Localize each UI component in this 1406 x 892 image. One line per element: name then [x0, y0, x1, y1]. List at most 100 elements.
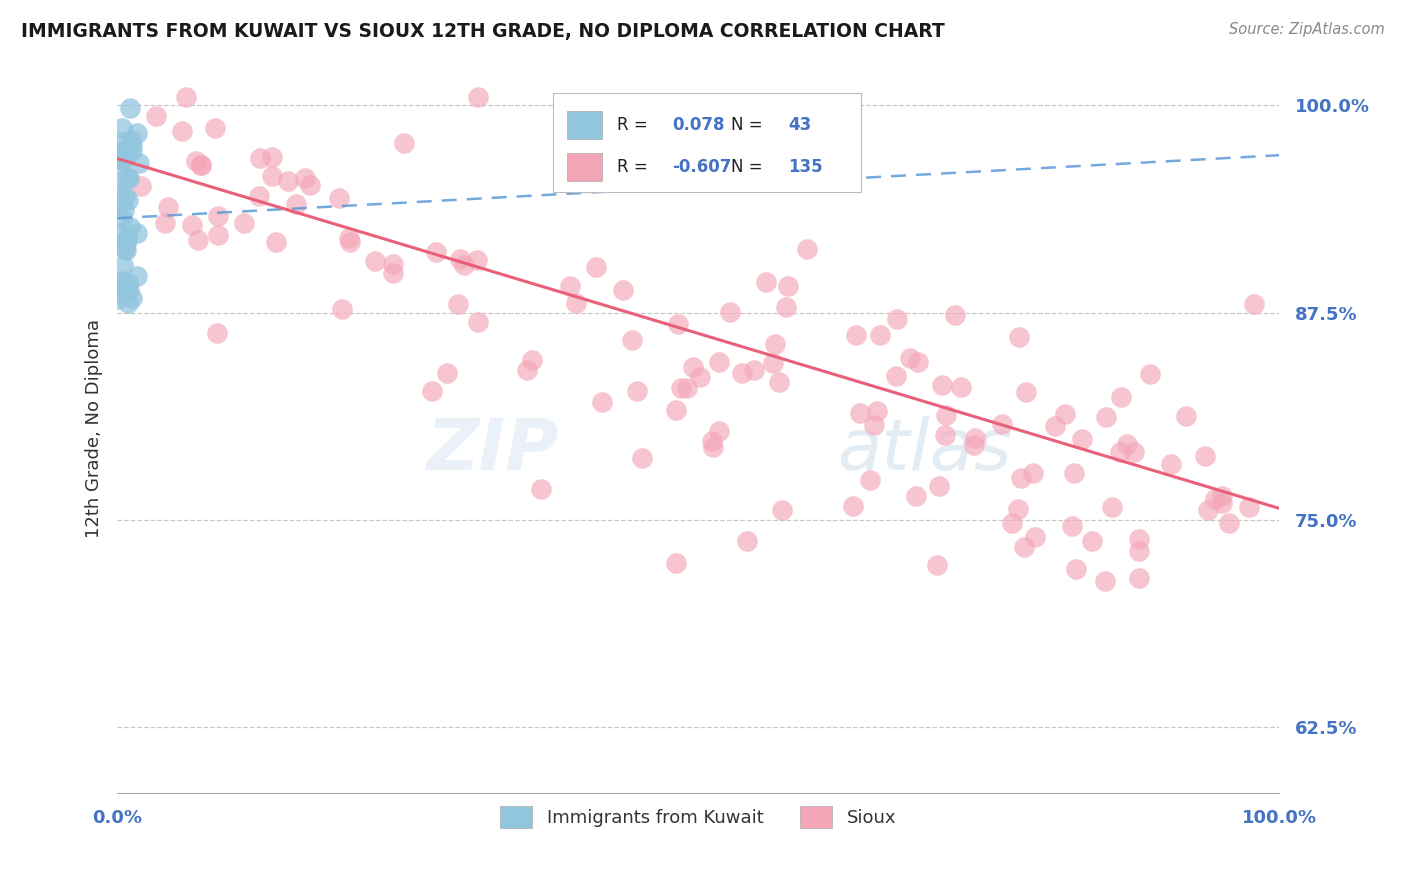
Point [262, 150, 284, 164]
Point [207, 227, 229, 242]
Point [190, 158, 212, 172]
Point [128, 155, 150, 169]
Point [117, 170, 139, 185]
Point [467, 314, 489, 328]
Point [1211, 496, 1233, 510]
Point [1194, 449, 1216, 463]
Point [1243, 297, 1265, 311]
Text: R =: R = [617, 116, 652, 134]
Text: ZIP: ZIP [426, 416, 558, 485]
Point [180, 218, 202, 232]
Point [108, 157, 131, 171]
Point [991, 417, 1014, 432]
Point [934, 428, 956, 442]
Point [1128, 532, 1150, 546]
Point [689, 370, 711, 384]
Point [187, 233, 209, 247]
Point [731, 366, 754, 380]
Point [1080, 534, 1102, 549]
Point [114, 235, 136, 249]
Point [107, 285, 129, 299]
Point [965, 431, 987, 445]
Point [665, 402, 688, 417]
Point [107, 199, 129, 213]
Point [1239, 500, 1261, 515]
Point [392, 136, 415, 150]
Point [107, 274, 129, 288]
Point [204, 120, 226, 135]
Point [114, 189, 136, 203]
Point [118, 220, 141, 235]
Point [120, 101, 142, 115]
Point [465, 253, 488, 268]
Point [111, 120, 134, 135]
Point [1043, 419, 1066, 434]
Point [904, 489, 927, 503]
Point [591, 394, 613, 409]
Text: R =: R = [617, 158, 652, 176]
FancyBboxPatch shape [553, 94, 860, 192]
Point [1160, 457, 1182, 471]
Point [121, 144, 143, 158]
Point [744, 363, 766, 377]
Point [841, 499, 863, 513]
Point [382, 266, 405, 280]
Point [114, 173, 136, 187]
Point [1022, 466, 1045, 480]
Point [1211, 489, 1233, 503]
Point [585, 260, 607, 274]
Point [669, 381, 692, 395]
Point [700, 434, 723, 449]
FancyBboxPatch shape [567, 153, 602, 181]
Point [118, 283, 141, 297]
Point [425, 245, 447, 260]
Point [186, 153, 208, 168]
Point [233, 216, 256, 230]
Point [1108, 445, 1130, 459]
Text: 43: 43 [789, 116, 811, 134]
Point [284, 197, 307, 211]
Point [884, 368, 907, 383]
Point [205, 326, 228, 340]
Point [381, 257, 404, 271]
Point [114, 203, 136, 218]
Point [796, 242, 818, 256]
Point [111, 235, 134, 250]
Point [125, 126, 148, 140]
Point [112, 258, 135, 272]
Point [330, 302, 353, 317]
Point [299, 178, 322, 192]
Point [1094, 574, 1116, 588]
Point [118, 170, 141, 185]
Point [117, 194, 139, 208]
Point [866, 403, 889, 417]
Point [898, 351, 921, 365]
Point [1197, 503, 1219, 517]
Point [1175, 409, 1198, 423]
Text: N =: N = [731, 158, 768, 176]
Point [763, 336, 786, 351]
Point [114, 242, 136, 256]
Point [108, 226, 131, 240]
Point [676, 110, 699, 124]
Point [558, 279, 581, 293]
Point [260, 169, 283, 183]
Point [117, 233, 139, 247]
Legend: Immigrants from Kuwait, Sioux: Immigrants from Kuwait, Sioux [492, 799, 904, 836]
Point [707, 424, 730, 438]
Point [1101, 500, 1123, 514]
Point [108, 144, 131, 158]
Point [776, 278, 799, 293]
Point [934, 409, 956, 423]
Point [155, 216, 177, 230]
Point [247, 188, 270, 202]
Point [112, 283, 135, 297]
Point [762, 356, 785, 370]
Point [449, 252, 471, 266]
Text: Source: ZipAtlas.com: Source: ZipAtlas.com [1229, 22, 1385, 37]
Point [1218, 516, 1240, 530]
Point [631, 451, 654, 466]
Point [117, 276, 139, 290]
Point [1014, 384, 1036, 399]
Point [886, 312, 908, 326]
